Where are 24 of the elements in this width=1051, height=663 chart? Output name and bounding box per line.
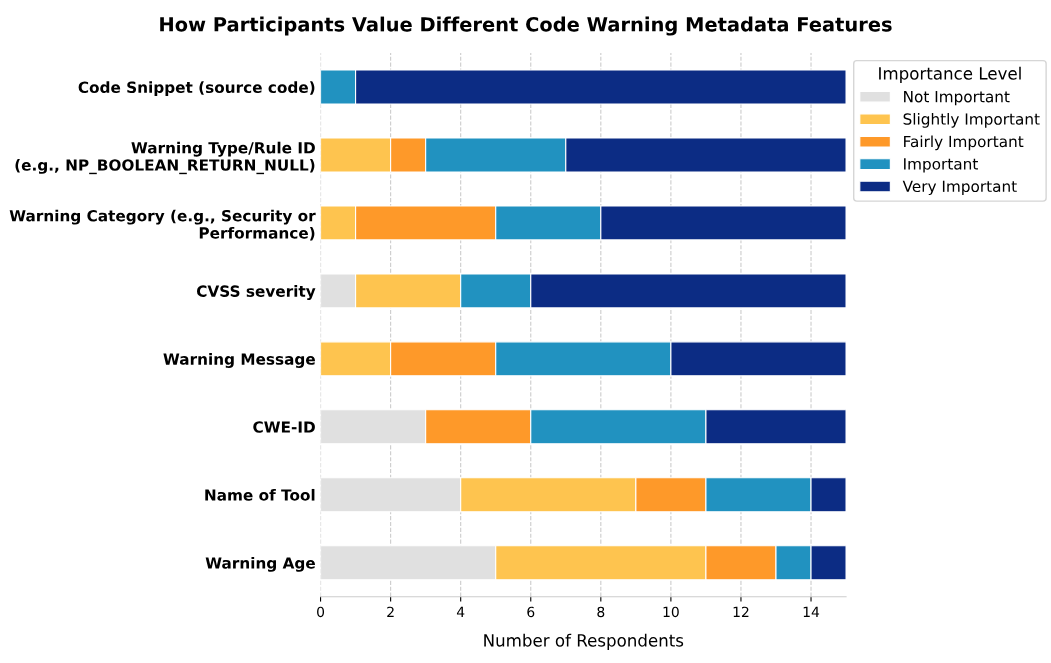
y-tick-label: Warning Category (e.g., Security or Performance) [9, 209, 316, 241]
y-tick-label: CWE-ID [253, 421, 315, 433]
x-tick-label: 0 [317, 606, 325, 618]
legend-title: Importance Level [879, 66, 1021, 83]
y-tick-label: Warning Type/Rule ID (e.g., NP_BOOLEAN_RETURN_NULL) [15, 141, 315, 175]
y-tick-label: CVSS severity [196, 285, 316, 300]
x-tick-label: 10 [663, 606, 679, 618]
x-axis-title: Number of Respondents [484, 633, 684, 650]
x-tick-label: 12 [733, 606, 749, 617]
x-tick-label: 14 [803, 606, 820, 617]
y-tick-label: Code Snippet (source code) [78, 81, 315, 96]
y-tick-label: Name of Tool [205, 488, 315, 501]
x-tick-label: 4 [456, 606, 465, 617]
y-tick-label: Warning Age [205, 556, 315, 572]
y-tick-label: Warning Message [163, 353, 315, 368]
legend-label: Fairly Important [904, 135, 1024, 151]
x-tick-label: 6 [527, 606, 535, 618]
legend-label: Not Important [904, 91, 1010, 106]
legend-label: Very Important [902, 180, 1017, 196]
legend-label: Slightly Important [903, 112, 1040, 128]
legend-label: Important [904, 158, 978, 173]
x-tick-label: 8 [597, 606, 605, 618]
x-tick-label: 2 [387, 606, 394, 617]
chart-title: How Participants Value Different Code Warning Metadata Features [160, 16, 892, 36]
